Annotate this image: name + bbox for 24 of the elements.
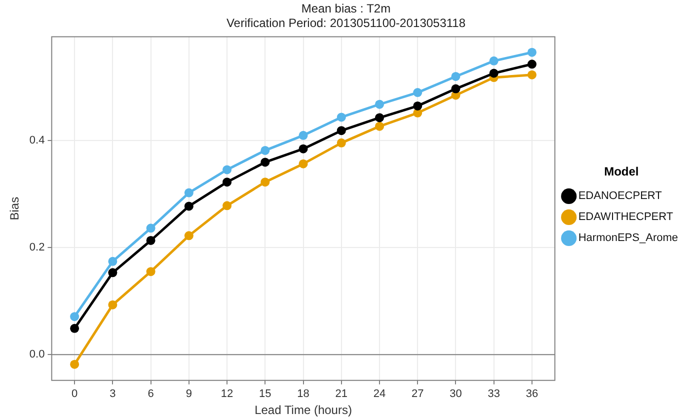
chart-subtitle: Verification Period: 2013051100-2013053118 bbox=[226, 16, 466, 30]
legend-title: Model bbox=[604, 164, 639, 179]
x-tick-label: 0 bbox=[72, 388, 78, 400]
chart-title: Mean bias : T2m bbox=[301, 2, 391, 16]
x-tick-label: 21 bbox=[335, 388, 348, 400]
x-tick-label: 9 bbox=[186, 388, 192, 400]
x-tick-label: 6 bbox=[148, 388, 154, 400]
y-axis-title: Bias bbox=[8, 196, 22, 220]
x-tick-label: 12 bbox=[220, 388, 234, 400]
legend-label: EDANOECPERT bbox=[578, 190, 662, 202]
y-tick-label: 0.0 bbox=[29, 348, 45, 361]
x-tick-label: 33 bbox=[488, 388, 500, 400]
x-tick-label: 15 bbox=[259, 388, 272, 400]
legend-label: EDAWITHECPERT bbox=[578, 211, 674, 224]
legend-label: HarmonEPS_Arome bbox=[578, 232, 678, 244]
x-axis-title: Lead Time (hours) bbox=[254, 403, 352, 418]
x-tick-label: 18 bbox=[297, 388, 310, 400]
y-tick-label: 0.4 bbox=[29, 134, 45, 146]
x-tick-label: 3 bbox=[110, 388, 116, 400]
x-tick-label: 24 bbox=[373, 388, 386, 400]
x-tick-label: 36 bbox=[526, 388, 538, 400]
x-tick-label: 30 bbox=[450, 388, 462, 400]
x-tick-label: 27 bbox=[412, 388, 424, 400]
y-tick-label: 0.2 bbox=[29, 241, 45, 254]
